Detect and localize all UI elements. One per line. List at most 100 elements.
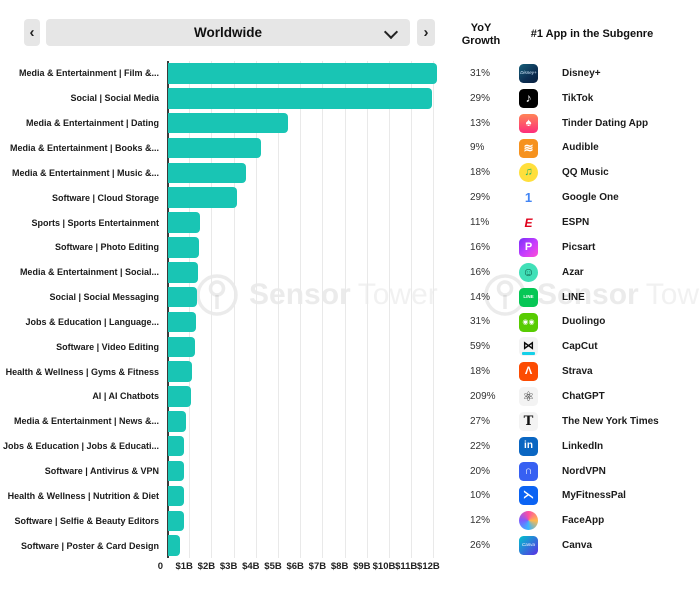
gridline [366, 61, 368, 558]
bar[interactable] [168, 262, 198, 283]
bar[interactable] [168, 88, 433, 109]
tinder-flame-icon: ♠ [519, 113, 538, 133]
myfitnesspal-icon: ⋋ [519, 486, 538, 506]
y-axis-line [167, 61, 169, 558]
x-tick-label: $6B [286, 561, 304, 572]
category-label: Software | Poster & Card Design [20, 540, 159, 551]
category-label: Media & Entertainment | Dating [25, 118, 159, 129]
picsart-icon-glyph: P [524, 240, 533, 253]
yoy-value: 10% [470, 490, 491, 502]
category-label: Health & Wellness | Nutrition & Diet [7, 490, 159, 501]
app-name: TikTok [562, 92, 594, 104]
bar[interactable] [168, 212, 201, 233]
qq-music-icon: ♫ [519, 163, 538, 183]
x-tick-label: $5B [264, 561, 282, 572]
app-column-header: #1 App in the Subgenre [530, 28, 654, 40]
app-name: Duolingo [562, 316, 606, 328]
app-name: NordVPN [562, 465, 606, 477]
line-icon: LINE [519, 287, 538, 307]
app-name: ChatGPT [562, 390, 605, 402]
bar[interactable] [168, 460, 184, 482]
yoy-column-header: YoY Growth [461, 22, 501, 47]
x-tick-label: $7B [308, 561, 327, 572]
linkedin-icon-glyph: in [524, 440, 533, 452]
bar[interactable] [168, 411, 186, 432]
gridline [189, 61, 191, 558]
app-name: Picsart [562, 241, 596, 253]
gridline [322, 61, 324, 558]
category-label: Software | Video Editing [56, 341, 159, 352]
category-label: Software | Selfie & Beauty Editors [14, 515, 159, 526]
yoy-value: 20% [470, 465, 491, 477]
app-name: Azar [562, 266, 584, 278]
chatgpt-icon-glyph: ⚛ [522, 389, 535, 405]
gridline [411, 61, 413, 558]
region-dropdown[interactable]: Worldwide [46, 19, 410, 46]
espn-icon: E [519, 213, 538, 233]
region-dropdown-value: Worldwide [193, 25, 262, 40]
bar[interactable] [168, 435, 184, 457]
bar[interactable] [168, 112, 288, 134]
bar[interactable] [168, 162, 246, 184]
app-name: QQ Music [562, 167, 609, 179]
app-name: The New York Times [562, 415, 659, 427]
yoy-value: 31% [470, 67, 491, 79]
yoy-value: 22% [470, 440, 491, 452]
bar[interactable] [168, 311, 196, 333]
line-icon-glyph: LINE [523, 293, 534, 299]
bar[interactable] [168, 361, 193, 382]
category-label: Media & Entertainment | News &... [13, 416, 159, 427]
app-name: LinkedIn [562, 440, 604, 452]
audible-icon: ≋ [519, 138, 538, 158]
gridline [278, 61, 279, 558]
yoy-value: 16% [470, 266, 491, 278]
yoy-value: 13% [470, 117, 491, 129]
google-one-icon-glyph: 1 [524, 190, 533, 206]
bar[interactable] [168, 485, 184, 507]
category-label: Jobs & Education | Jobs & Educati... [2, 441, 159, 452]
duolingo-owl-icon: ◉◉ [519, 312, 538, 332]
app-name: Strava [562, 366, 593, 378]
x-tick-label: $8B [330, 561, 349, 572]
bar[interactable] [168, 187, 237, 208]
canva-icon: Canva [519, 536, 538, 556]
bar[interactable] [168, 386, 192, 407]
app-name: LINE [562, 291, 585, 303]
category-label: Media & Entertainment | Social... [19, 267, 159, 278]
yoy-value: 26% [470, 540, 491, 552]
category-label: Social | Social Media [70, 93, 159, 104]
capcut-icon-glyph: ⋈ [523, 340, 534, 353]
bar[interactable] [168, 137, 262, 159]
bar[interactable] [168, 336, 195, 358]
app-name: Disney+ [562, 67, 601, 79]
azar-icon-glyph: ☺ [522, 265, 535, 280]
gridline [300, 61, 302, 558]
picsart-icon: P [519, 237, 538, 257]
yoy-value: 14% [470, 291, 491, 303]
google-one-icon: 1 [519, 188, 538, 208]
new-york-times-icon-glyph: T [523, 413, 534, 429]
chatgpt-icon: ⚛ [519, 387, 538, 407]
bar[interactable] [168, 286, 197, 308]
prev-button[interactable]: ‹ [24, 19, 40, 46]
next-button[interactable]: › [417, 19, 435, 46]
myfitnesspal-icon-glyph: ⋋ [523, 489, 534, 502]
bar[interactable] [168, 510, 184, 531]
tinder-flame-icon-glyph: ♠ [525, 116, 532, 129]
tiktok-icon: ♪ [519, 88, 538, 108]
app-name: Audible [562, 142, 599, 154]
x-tick-label: $1B [175, 561, 193, 572]
bar[interactable] [168, 535, 181, 556]
strava-icon-glyph: Λ [524, 365, 533, 378]
duolingo-owl-icon-glyph: ◉◉ [522, 318, 535, 326]
bar[interactable] [168, 237, 200, 258]
yoy-value: 16% [470, 241, 491, 253]
bar[interactable] [168, 63, 437, 84]
chevron-down-icon [383, 24, 399, 40]
category-label: AI | AI Chatbots [92, 391, 159, 402]
x-tick-label: $4B [242, 561, 260, 572]
category-label: Media & Entertainment | Film &... [18, 68, 159, 79]
app-name: Google One [562, 192, 619, 204]
